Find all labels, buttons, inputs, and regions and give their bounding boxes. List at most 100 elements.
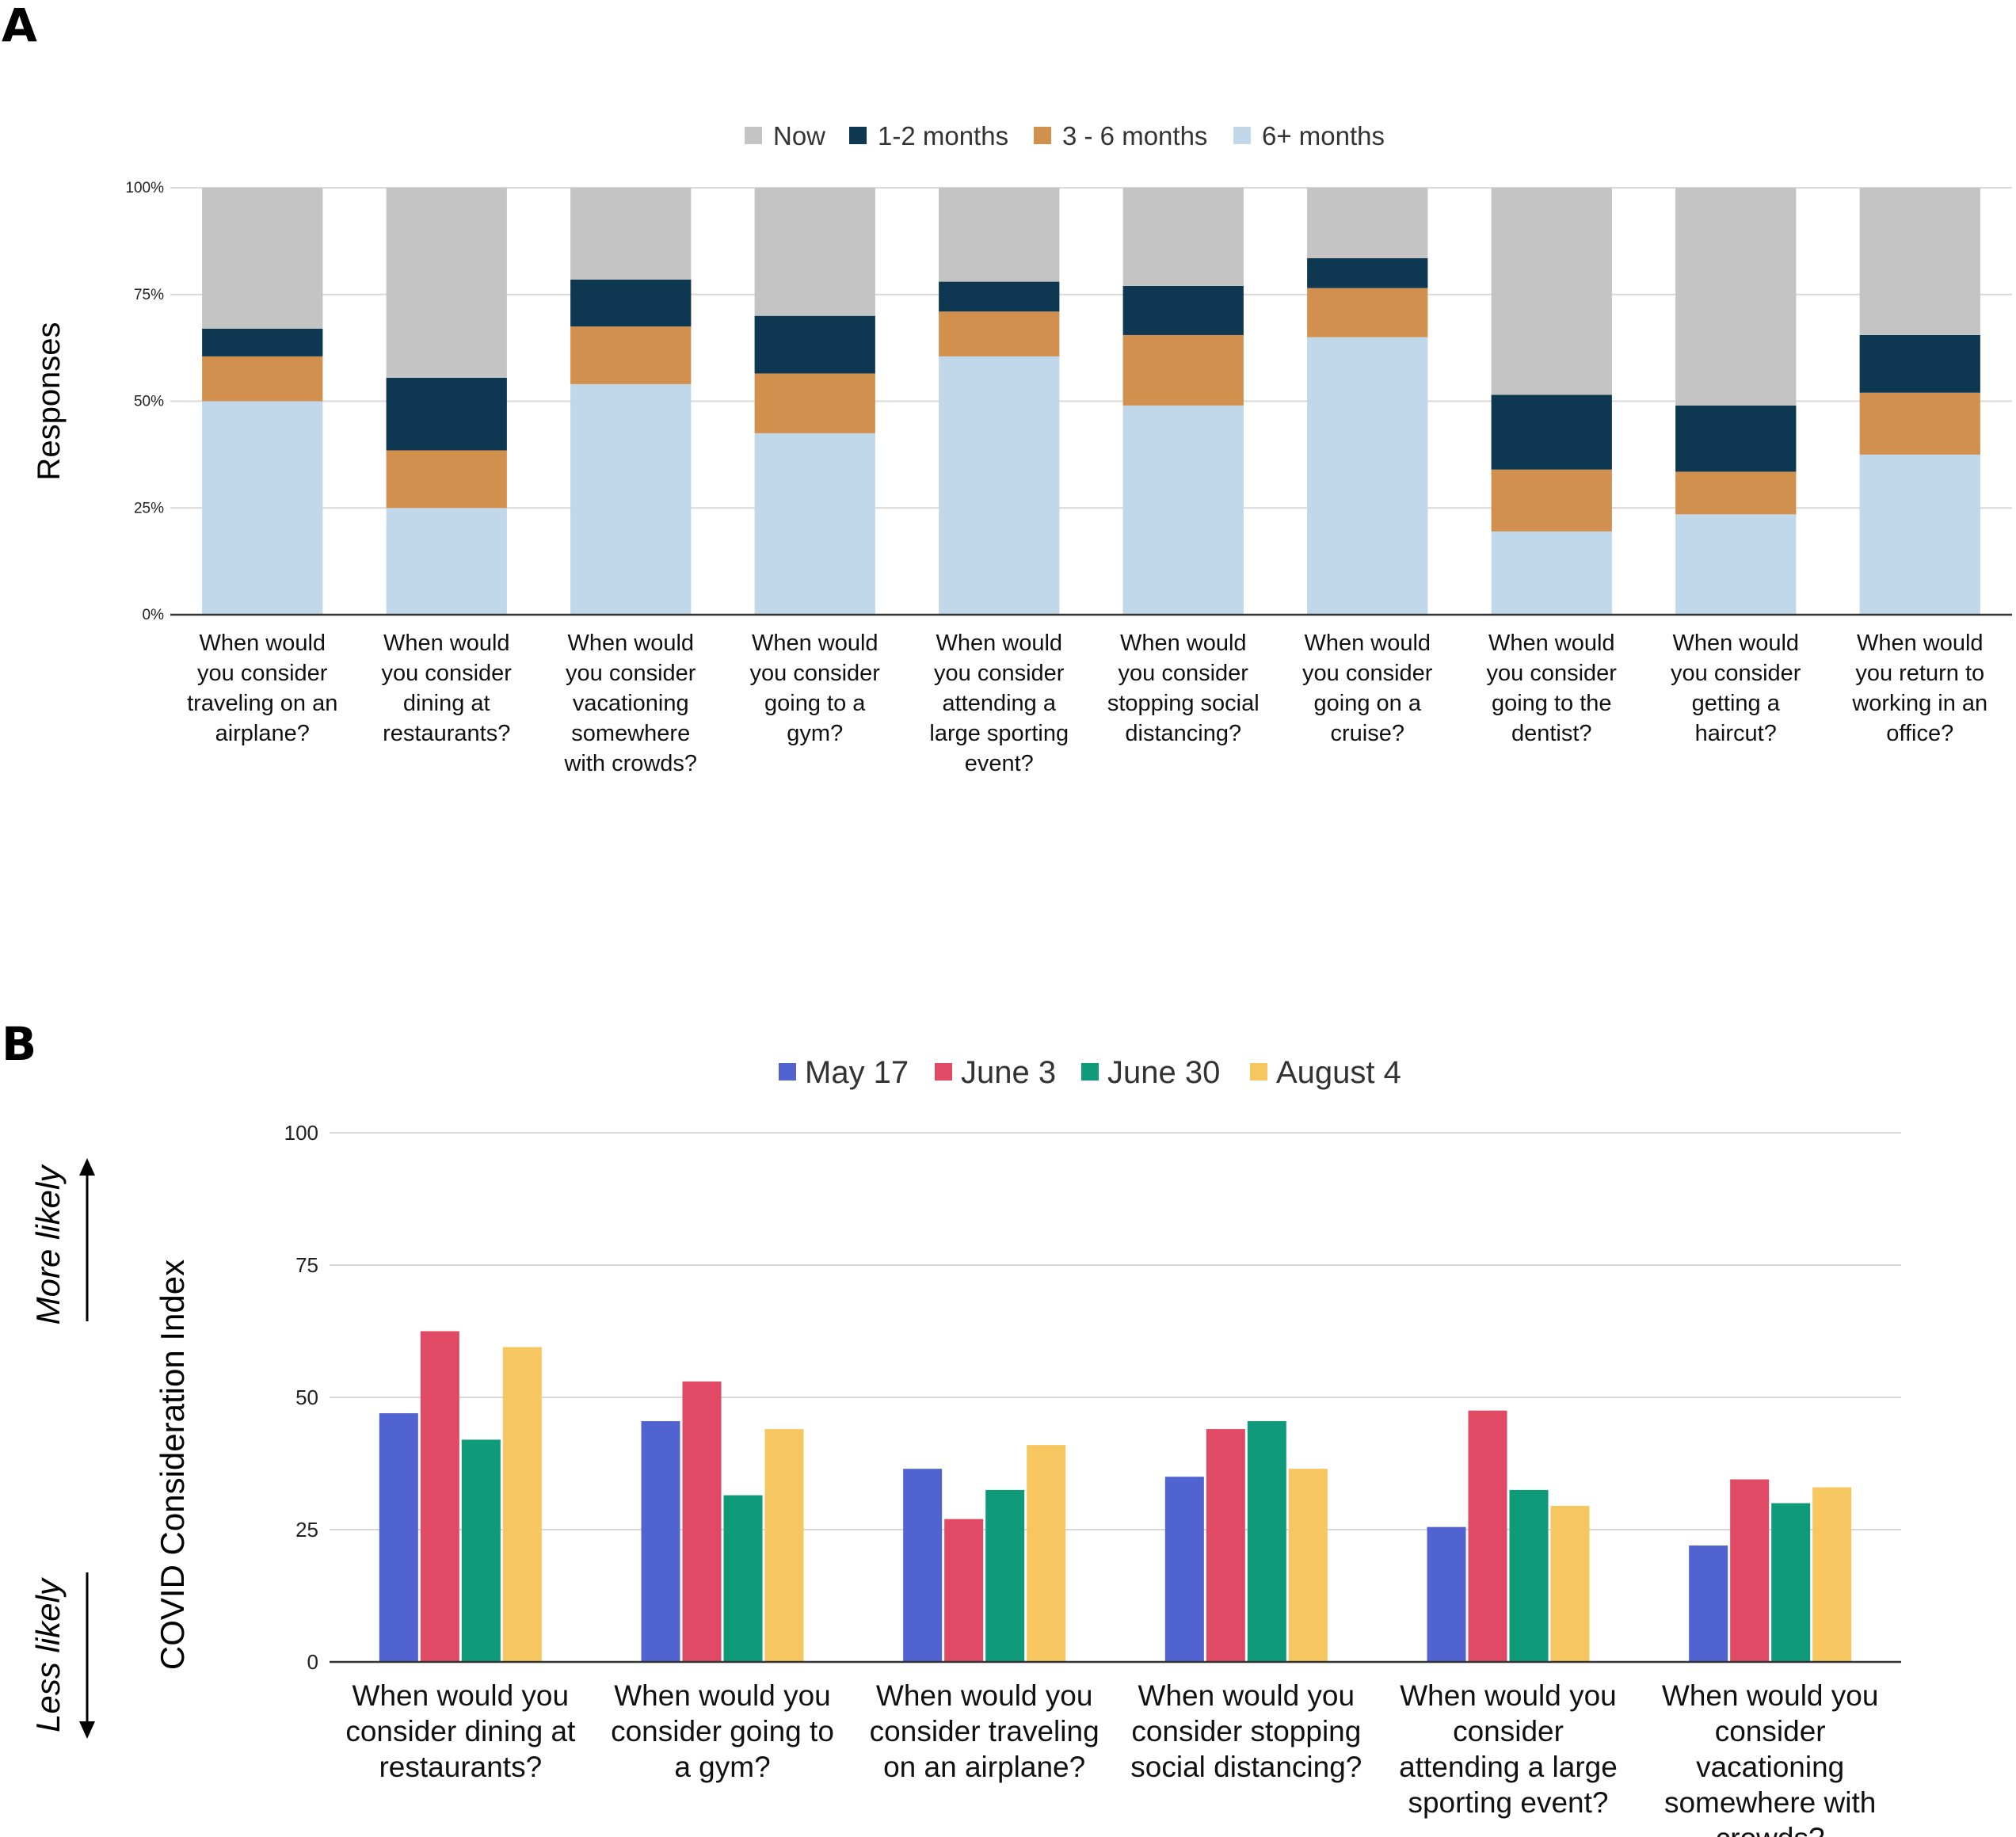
bar-segment — [1859, 334, 1980, 393]
x-category-label-line: traveling on an — [187, 691, 337, 716]
legend-swatch — [935, 1063, 952, 1080]
bar — [1206, 1429, 1245, 1662]
bar-segment — [202, 188, 323, 329]
bar — [944, 1519, 984, 1662]
legend-swatch — [849, 127, 867, 144]
x-category-label-line: with crowds? — [563, 751, 697, 776]
bar — [379, 1413, 418, 1662]
y-tick-label: 75% — [134, 287, 164, 303]
chart-a: 0% 25% 50% 75% 100% When would you consider tra… — [32, 121, 2012, 776]
x-category-label-line: consider — [1453, 1715, 1564, 1747]
bar-segment — [1122, 405, 1244, 615]
y-axis-title: Responses — [32, 322, 67, 480]
bar-segment — [1675, 471, 1797, 515]
x-category-label-line: When would you — [353, 1679, 570, 1712]
bar-segment — [754, 188, 875, 316]
bar-segment — [570, 326, 692, 384]
x-category-label-line: going to the — [1492, 691, 1612, 716]
bar — [682, 1381, 722, 1662]
x-category-label-line: When would — [567, 631, 694, 656]
x-category-label-line: somewhere — [571, 721, 690, 746]
down-arrow-icon — [79, 1721, 95, 1739]
bar-segment — [386, 508, 507, 615]
bar-segment — [1491, 394, 1612, 470]
x-category-label-line: you consider — [1671, 661, 1801, 686]
y-tick-label: 25% — [134, 500, 164, 516]
x-category-label: When would you consider getting a haircut? — [1671, 631, 1801, 746]
bar — [420, 1331, 459, 1662]
x-category-label-line: you consider — [197, 661, 328, 686]
bar — [502, 1347, 542, 1662]
x-category-label: When would you consider going on a cruise? — [1302, 631, 1433, 746]
bar-segment — [1491, 531, 1612, 615]
x-category-label-line: When would — [936, 631, 1062, 656]
x-category-label-line: gym? — [787, 721, 843, 746]
x-category-label-line: large sporting — [929, 721, 1069, 746]
x-category-label-line: getting a — [1692, 691, 1781, 716]
bar — [1550, 1505, 1590, 1662]
x-category-label-line: dining at — [403, 691, 490, 716]
legend-swatch — [1034, 127, 1051, 144]
x-category-label-line: you consider — [382, 661, 513, 686]
x-category-label-line: sporting event? — [1408, 1786, 1608, 1819]
x-category-label-line: When would you — [1662, 1679, 1879, 1712]
bar — [764, 1429, 804, 1662]
x-category-label-line: going to a — [764, 691, 866, 716]
x-category-label: When would you consider dining at restauran… — [382, 631, 513, 746]
x-category-label-line: event? — [965, 751, 1034, 776]
bar-segment — [386, 188, 507, 378]
legend-swatch — [1233, 127, 1251, 144]
y-tick-label: 0% — [143, 607, 165, 623]
x-category-label: When would you consider traveling on an ai… — [870, 1679, 1099, 1783]
y-tick-label: 0 — [307, 1650, 318, 1674]
bar-segment — [202, 328, 323, 356]
x-category-label-line: When would — [1857, 631, 1984, 656]
bar-segment — [386, 450, 507, 509]
x-category-label-line: working in an — [1851, 691, 1987, 716]
x-category-label: When would you consider stopping social di… — [1130, 1679, 1362, 1783]
x-category-label-line: consider traveling — [870, 1715, 1099, 1747]
bar-segment — [1491, 469, 1612, 532]
bar — [1247, 1421, 1286, 1662]
x-category-label: When would you return to working in an offi… — [1851, 631, 1987, 746]
x-category-label-line: cruise? — [1331, 721, 1405, 746]
x-category-label-line: consider going to — [611, 1715, 834, 1747]
x-category-label-line: When would you — [614, 1679, 831, 1712]
y-tick-label: 50% — [134, 394, 164, 410]
x-category-label-line: you consider — [934, 661, 1065, 686]
bar — [1771, 1503, 1811, 1662]
x-category-label-line: you consider — [1119, 661, 1249, 686]
x-category-label-line: vacationing — [1696, 1751, 1844, 1783]
legend-label: 1-2 months — [878, 121, 1008, 151]
bar-segment — [202, 401, 323, 615]
bar-segment — [939, 188, 1060, 282]
x-category-label-line: you consider — [1487, 661, 1618, 686]
legend-label: August 4 — [1276, 1055, 1401, 1090]
bar-segment — [570, 279, 692, 327]
bar — [903, 1469, 943, 1662]
bar — [723, 1495, 763, 1662]
bar-segment — [1122, 188, 1244, 286]
bar-segment — [1859, 454, 1980, 615]
x-category-label-line: When would you — [1138, 1679, 1355, 1712]
bar-segment — [939, 356, 1060, 615]
bar — [1730, 1479, 1770, 1662]
x-category-label-line: restaurants? — [383, 721, 510, 746]
y-tick-label: 100 — [284, 1121, 318, 1145]
x-category-label-line: When would — [1304, 631, 1431, 656]
legend-label: 3 - 6 months — [1062, 121, 1207, 151]
legend-label: May 17 — [805, 1055, 909, 1090]
x-category-label-line: dentist? — [1511, 721, 1592, 746]
bar — [985, 1489, 1025, 1662]
bar — [1509, 1489, 1549, 1662]
y-tick-label: 25 — [295, 1518, 318, 1542]
legend-label: June 3 — [961, 1055, 1056, 1090]
x-category-label-line: consider — [1715, 1715, 1826, 1747]
x-category-label: When would you consider attending a large s… — [1399, 1679, 1618, 1819]
x-category-label-line: When would — [383, 631, 510, 656]
bar-segment — [1307, 337, 1428, 615]
x-category-label: When would you consider going to the dentis… — [1487, 631, 1618, 746]
x-category-label-line: vacationing — [573, 691, 689, 716]
bar-segment — [1307, 288, 1428, 337]
